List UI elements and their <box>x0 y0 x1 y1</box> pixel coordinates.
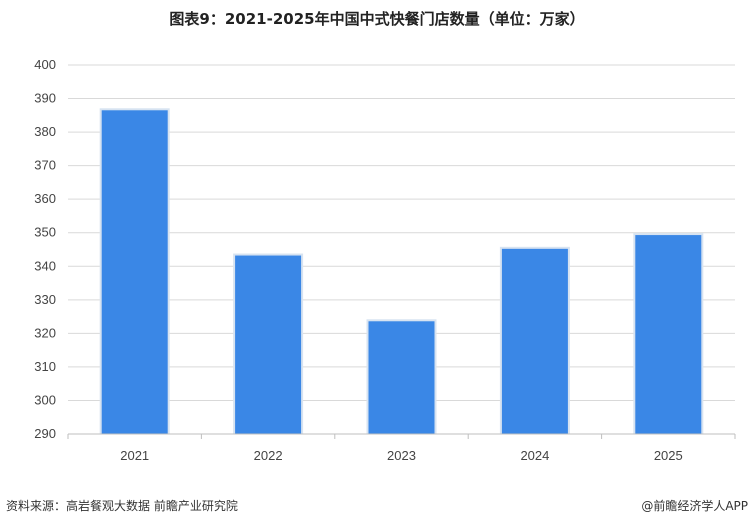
bar <box>368 321 435 434</box>
source-note: 资料来源：高岩餐观大数据 前瞻产业研究院 <box>6 499 238 513</box>
bar <box>101 110 168 434</box>
brand-label: @前瞻经济学人APP <box>641 499 748 513</box>
x-tick-label: 2024 <box>520 448 549 463</box>
y-tick-label: 390 <box>34 91 56 106</box>
bar <box>635 235 702 434</box>
y-tick-label: 370 <box>34 158 56 173</box>
y-tick-label: 310 <box>34 359 56 374</box>
x-tick-label: 2021 <box>120 448 149 463</box>
bars <box>99 108 704 434</box>
y-tick-label: 340 <box>34 258 56 273</box>
bar <box>501 248 568 434</box>
y-tick-label: 380 <box>34 124 56 139</box>
y-tick-label: 350 <box>34 225 56 240</box>
y-tick-label: 290 <box>34 426 56 441</box>
y-axis-ticks: 290 300 310 320 330 340 350 360 370 380 390 400 <box>34 57 56 441</box>
chart-title: 图表9：2021-2025年中国中式快餐门店数量（单位：万家） <box>169 10 585 28</box>
y-tick-label: 400 <box>34 57 56 72</box>
x-tick-label: 2023 <box>387 448 416 463</box>
y-tick-label: 300 <box>34 392 56 407</box>
x-axis: 2021 2022 2023 2024 2025 <box>67 433 736 463</box>
x-tick-label: 2025 <box>654 448 683 463</box>
y-tick-label: 320 <box>34 325 56 340</box>
x-tick-label: 2022 <box>254 448 283 463</box>
bar <box>235 255 302 434</box>
y-tick-label: 360 <box>34 191 56 206</box>
y-tick-label: 330 <box>34 292 56 307</box>
